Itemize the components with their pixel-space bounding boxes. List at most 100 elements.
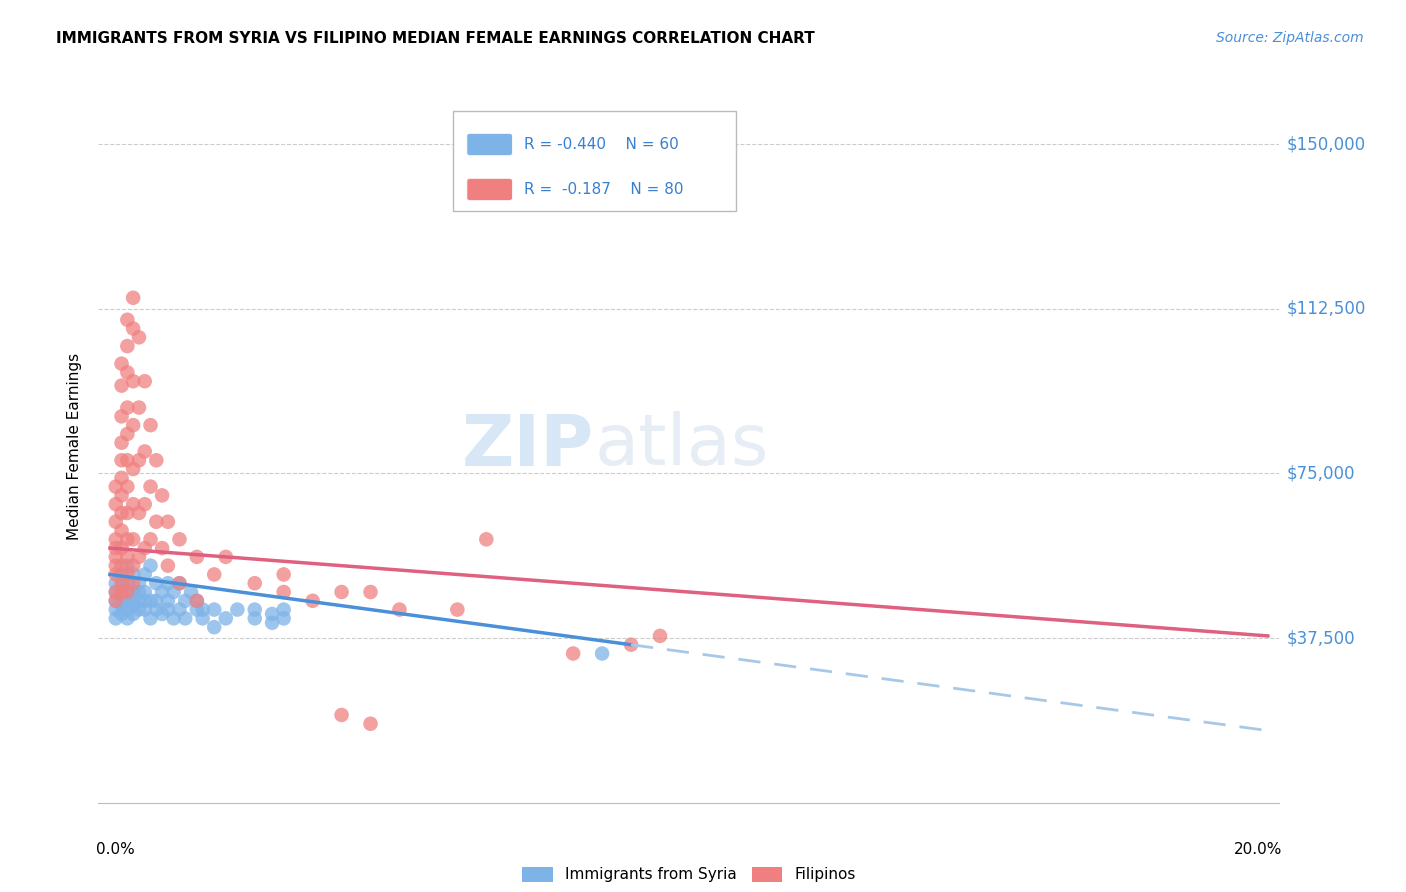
Point [122,418,145,433]
FancyBboxPatch shape [467,178,512,201]
Point [117,506,139,520]
Point [122,321,145,335]
Point [202,602,225,616]
FancyBboxPatch shape [467,134,512,155]
Point [562,647,585,661]
Point [186,549,208,564]
Point [122,567,145,582]
Point [117,533,139,547]
Text: R =  -0.187    N = 80: R = -0.187 N = 80 [523,182,683,197]
Point [117,312,139,326]
Point [117,594,139,608]
Point [110,541,132,555]
Point [273,585,295,599]
Point [110,607,132,621]
Point [139,533,162,547]
Point [117,480,139,494]
Point [150,541,173,555]
Point [388,602,411,616]
Point [215,549,238,564]
Point [117,585,139,599]
Point [117,426,139,441]
Point [169,602,191,616]
Y-axis label: Median Female Earnings: Median Female Earnings [67,352,83,540]
Text: $37,500: $37,500 [1286,629,1355,647]
Point [110,581,132,595]
Point [110,435,132,450]
Point [104,611,127,625]
Point [110,524,132,538]
Point [134,585,156,599]
Point [110,378,132,392]
Point [122,558,145,573]
Point [156,602,179,616]
Point [150,585,173,599]
Point [186,594,208,608]
Point [145,594,167,608]
Point [110,576,132,591]
Point [243,602,266,616]
Point [128,549,150,564]
Text: IMMIGRANTS FROM SYRIA VS FILIPINO MEDIAN FEMALE EARNINGS CORRELATION CHART: IMMIGRANTS FROM SYRIA VS FILIPINO MEDIAN… [56,31,815,46]
Text: $75,000: $75,000 [1286,465,1355,483]
Point [174,611,197,625]
Point [620,638,643,652]
Point [301,594,323,608]
Point [117,549,139,564]
Point [122,462,145,476]
Point [186,594,208,608]
Point [163,585,186,599]
Point [104,558,127,573]
Point [648,629,671,643]
Point [156,594,179,608]
Point [134,594,156,608]
Point [134,567,156,582]
Point [117,567,139,582]
Point [273,611,295,625]
Point [117,576,139,591]
Point [128,585,150,599]
Point [104,480,127,494]
Point [273,602,295,616]
Point [104,567,127,582]
Point [139,558,162,573]
Point [145,453,167,467]
Point [163,611,186,625]
Point [134,374,156,388]
Point [122,590,145,604]
Point [243,611,266,625]
Point [150,607,173,621]
Point [139,418,162,433]
Point [122,291,145,305]
Point [330,708,353,723]
Point [122,585,145,599]
Point [104,594,127,608]
Text: R = -0.440    N = 60: R = -0.440 N = 60 [523,137,678,152]
Point [110,590,132,604]
Text: 0.0%: 0.0% [96,842,135,857]
Text: ZIP: ZIP [463,411,595,481]
FancyBboxPatch shape [453,111,737,211]
Point [139,611,162,625]
Point [180,585,202,599]
Point [122,374,145,388]
Point [215,611,238,625]
Point [202,567,225,582]
Point [139,594,162,608]
Point [122,576,145,591]
Point [122,533,145,547]
Point [122,607,145,621]
Point [226,602,249,616]
Point [128,594,150,608]
Point [117,366,139,380]
Point [110,357,132,371]
Point [110,598,132,612]
Point [174,594,197,608]
Point [145,602,167,616]
Legend: Immigrants from Syria, Filipinos: Immigrants from Syria, Filipinos [516,861,862,888]
Point [110,567,132,582]
Text: 20.0%: 20.0% [1233,842,1282,857]
Point [262,615,284,630]
Point [262,607,284,621]
Point [134,444,156,458]
